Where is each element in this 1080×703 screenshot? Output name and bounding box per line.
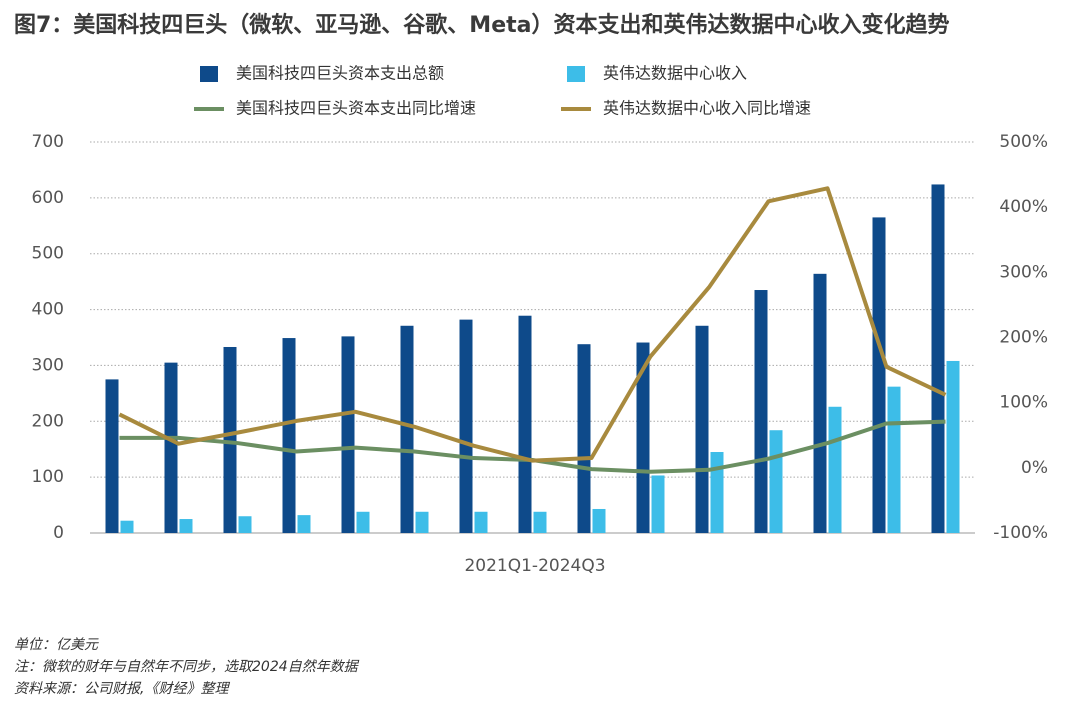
- chart-title: 图7：美国科技四巨头（微软、亚马逊、谷歌、Meta）资本支出和英伟达数据中心收入…: [14, 12, 950, 38]
- legend-swatch: [200, 66, 218, 82]
- bar: [931, 184, 945, 534]
- bar: [828, 406, 842, 533]
- bar: [459, 319, 473, 533]
- bar: [577, 344, 591, 533]
- bar: [282, 338, 296, 533]
- x-axis-label: 2021Q1-2024Q3: [464, 556, 605, 576]
- bar: [474, 511, 488, 533]
- y2-tick-label: 400%: [999, 197, 1048, 217]
- bar: [872, 217, 886, 533]
- bar: [710, 452, 724, 533]
- y2-tick-label: 100%: [999, 393, 1048, 413]
- bar: [636, 342, 650, 533]
- bar: [179, 519, 193, 533]
- y-tick-label: 0: [53, 523, 64, 543]
- bar: [164, 362, 178, 533]
- bar: [400, 325, 414, 533]
- bar: [695, 325, 709, 533]
- y2-tick-label: 200%: [999, 328, 1048, 348]
- bar: [341, 336, 355, 533]
- bar: [592, 508, 606, 533]
- line: [118, 186, 947, 463]
- bar: [105, 379, 119, 533]
- y2-tick-label: 0%: [1021, 458, 1048, 478]
- legend-label: 英伟达数据中心收入同比增速: [603, 99, 811, 118]
- bar: [120, 520, 134, 533]
- note: 单位：亿美元: [14, 637, 99, 653]
- bar: [356, 511, 370, 533]
- note: 资料来源：公司财报,《财经》整理: [14, 681, 230, 697]
- bar: [238, 516, 252, 533]
- bar: [754, 290, 768, 533]
- legend-swatch: [567, 66, 585, 82]
- bar: [651, 475, 665, 533]
- bar: [946, 360, 960, 533]
- legend-label: 英伟达数据中心收入: [603, 64, 747, 83]
- y-tick-label: 400: [32, 300, 64, 320]
- bar: [533, 511, 547, 533]
- y-tick-label: 600: [32, 188, 64, 208]
- bar: [518, 315, 532, 533]
- note: 注：微软的财年与自然年不同步，选取2024自然年数据: [14, 659, 360, 675]
- y-tick-label: 300: [32, 355, 64, 375]
- y-tick-label: 200: [32, 411, 64, 431]
- bar: [297, 515, 311, 533]
- bar: [813, 273, 827, 533]
- y2-tick-label: 500%: [999, 132, 1048, 152]
- legend-label: 美国科技四巨头资本支出总额: [236, 64, 444, 83]
- y-tick-label: 100: [32, 467, 64, 487]
- y-tick-label: 700: [32, 132, 64, 152]
- bar: [223, 346, 237, 533]
- bar: [769, 430, 783, 533]
- y2-tick-label: -100%: [993, 523, 1048, 543]
- legend-label: 美国科技四巨头资本支出同比增速: [236, 99, 476, 118]
- bar: [887, 386, 901, 533]
- y2-tick-label: 300%: [999, 262, 1048, 282]
- bar: [415, 511, 429, 533]
- y-tick-label: 500: [32, 244, 64, 264]
